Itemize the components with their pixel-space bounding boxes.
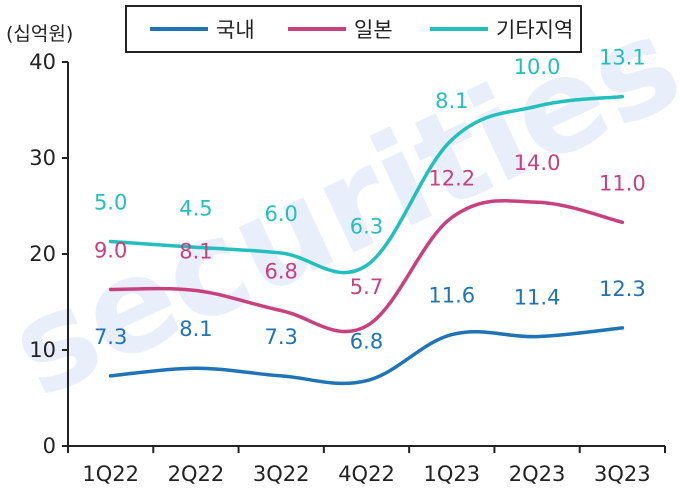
series-line-2 bbox=[108, 94, 625, 275]
data-label: 4.5 bbox=[179, 196, 212, 220]
data-label: 5.7 bbox=[350, 275, 383, 299]
series-line-0 bbox=[108, 326, 625, 386]
data-label: 7.3 bbox=[265, 325, 298, 349]
data-label: 10.0 bbox=[514, 55, 561, 79]
x-tick-label: 1Q23 bbox=[423, 462, 480, 486]
series-line-1 bbox=[108, 199, 625, 334]
data-label: 11.0 bbox=[599, 171, 646, 195]
data-label: 12.2 bbox=[428, 167, 475, 191]
y-tick-label: 40 bbox=[29, 50, 56, 74]
series-lines bbox=[108, 94, 625, 386]
data-label: 9.0 bbox=[94, 239, 127, 263]
data-label: 7.3 bbox=[94, 325, 127, 349]
data-label: 13.1 bbox=[599, 46, 646, 70]
legend-label: 기타지역 bbox=[496, 18, 573, 42]
data-label: 8.1 bbox=[179, 239, 212, 263]
data-label: 6.8 bbox=[265, 260, 298, 284]
data-label: 8.1 bbox=[179, 317, 212, 341]
y-tick-label: 10 bbox=[29, 338, 56, 362]
data-label: 6.3 bbox=[350, 215, 383, 239]
data-label: 12.3 bbox=[599, 277, 646, 301]
data-label: 11.6 bbox=[428, 284, 475, 308]
legend-label: 국내 bbox=[216, 18, 255, 42]
y-tick-label: 30 bbox=[29, 146, 56, 170]
y-tick-label: 20 bbox=[29, 242, 56, 266]
y-axis: 0 10 20 30 40 bbox=[29, 50, 69, 458]
x-tick-label: 2Q22 bbox=[168, 462, 225, 486]
data-label: 6.0 bbox=[265, 202, 298, 226]
data-label: 11.4 bbox=[514, 286, 561, 310]
data-label: 5.0 bbox=[94, 191, 127, 215]
legend-label: 일본 bbox=[354, 18, 393, 42]
x-tick-label: 2Q23 bbox=[509, 462, 566, 486]
data-label: 14.0 bbox=[514, 151, 561, 175]
x-tick-label: 3Q23 bbox=[594, 462, 651, 486]
legend: 국내 일본 기타지역 bbox=[125, 5, 582, 53]
x-tick-label: 1Q22 bbox=[82, 462, 139, 486]
data-labels: 7.3 8.1 7.3 6.8 11.6 11.4 12.3 9.0 8.1 6.8 5.7 12.2… bbox=[94, 46, 646, 354]
x-tick-label: 4Q22 bbox=[338, 462, 395, 486]
y-axis-unit-label: (십억원) bbox=[6, 23, 73, 45]
x-tick-label: 3Q22 bbox=[253, 462, 310, 486]
data-label: 6.8 bbox=[350, 330, 383, 354]
data-label: 8.1 bbox=[435, 89, 468, 113]
y-tick-label: 0 bbox=[43, 434, 56, 458]
x-axis: 1Q22 2Q22 3Q22 4Q22 1Q23 2Q23 3Q23 bbox=[67, 445, 666, 486]
